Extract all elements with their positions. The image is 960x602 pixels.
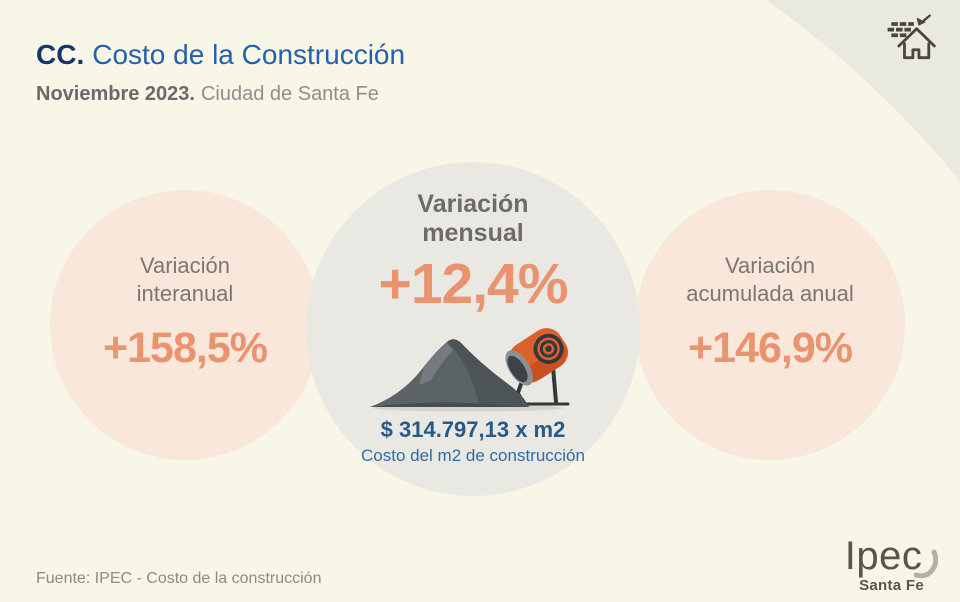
page-title-text: Costo de la Construcción: [92, 39, 406, 70]
page-subtitle: Noviembre 2023. Ciudad de Santa Fe: [36, 83, 405, 106]
house-roof: [897, 27, 936, 48]
cement-mixer-illustration: [370, 327, 570, 411]
cost-per-m2-value: $ 314.797,13 x m2: [380, 416, 566, 442]
indicator-acumulada-label-line1: Variación: [724, 253, 816, 278]
page-title: CC. Costo de la Construcción: [36, 39, 406, 71]
house-construction-icon-svg: [887, 14, 936, 60]
indicator-acumulada-circle: Variación acumulada anual +146,9%: [635, 190, 905, 460]
ipec-logo-wordmark: Ipec: [844, 534, 939, 579]
brick-wall: [887, 22, 914, 38]
house-walls: [903, 42, 931, 60]
indicator-mensual-label: Variación mensual: [417, 190, 528, 248]
indicator-interanual-label: Variación interanual: [137, 252, 234, 308]
ipec-logo-swoosh-icon: [914, 549, 939, 579]
indicator-mensual-label-line2: mensual: [422, 218, 524, 247]
mixer-drum: [505, 327, 569, 386]
ipec-logo-text: Ipec: [844, 534, 923, 578]
indicator-acumulada-label: Variación acumulada anual: [686, 252, 854, 308]
subtitle-place: Ciudad de Santa Fe: [200, 82, 379, 105]
indicator-acumulada-value: +146,9%: [688, 323, 853, 372]
subtitle-date: Noviembre 2023.: [36, 82, 195, 105]
indicator-interanual-label-line2: interanual: [136, 280, 234, 306]
indicator-mensual-label-line1: Variación: [417, 190, 529, 218]
source-note: Fuente: IPEC - Costo de la construcción: [36, 570, 322, 587]
indicator-interanual-label-line1: Variación: [139, 253, 231, 278]
indicator-mensual-value: +12,4%: [378, 251, 569, 316]
cost-per-m2-caption: Costo del m2 de construcción: [361, 445, 585, 465]
house-construction-icon: [882, 14, 940, 64]
header: CC. Costo de la Construcción Noviembre 20…: [36, 39, 406, 106]
ipec-logo-subtext: Santa Fe: [859, 577, 924, 594]
indicator-interanual-value: +158,5%: [103, 323, 268, 372]
ipec-logo: Ipec Santa Fe: [843, 534, 939, 594]
indicator-interanual-circle: Variación interanual +158,5%: [50, 190, 320, 460]
indicator-mensual-circle: Variación mensual +12,4%: [306, 162, 640, 496]
page-title-prefix: CC.: [36, 39, 85, 70]
gravel-pile: [370, 338, 529, 407]
trowel: [916, 14, 931, 26]
indicator-acumulada-label-line2: acumulada anual: [686, 280, 854, 306]
